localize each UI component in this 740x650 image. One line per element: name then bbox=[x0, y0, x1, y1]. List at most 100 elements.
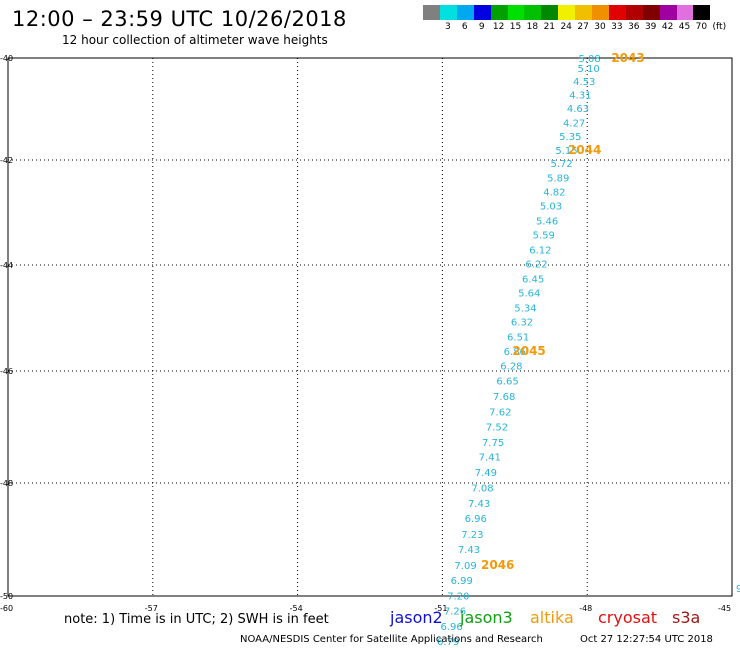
wave-height-label: 5.03 bbox=[540, 202, 562, 213]
lat-label: -44 bbox=[0, 261, 13, 270]
wave-height-label: 5.89 bbox=[547, 173, 569, 184]
wave-height-label: 5.35 bbox=[559, 132, 581, 143]
lat-label: -48 bbox=[0, 479, 13, 488]
wave-height-label: 6.99 bbox=[451, 576, 473, 587]
legend-label: 6 bbox=[461, 22, 468, 32]
wave-height-label: 6.28 bbox=[500, 362, 522, 373]
legend-label: 30 bbox=[594, 22, 606, 32]
legend-swatch bbox=[439, 5, 457, 20]
wave-height-label: 6.12 bbox=[529, 245, 551, 256]
lon-label: -48 bbox=[579, 604, 592, 613]
legend-swatch bbox=[456, 5, 474, 20]
legend-label: 9 bbox=[478, 22, 485, 32]
wave-height-label: 6.51 bbox=[507, 333, 529, 344]
wave-height-label: 7.49 bbox=[475, 468, 497, 479]
legend-label: 70 bbox=[695, 22, 708, 32]
wave-height-label: 7.43 bbox=[468, 499, 490, 510]
wave-height-label: 6.65 bbox=[496, 377, 518, 388]
wave-height-label: 6.96 bbox=[440, 622, 462, 633]
lat-label: -50 bbox=[0, 592, 13, 601]
legend-swatch bbox=[524, 5, 542, 20]
lat-label: -46 bbox=[0, 367, 13, 376]
page-title: 12:00 – 23:59 UTC 10/26/2018 bbox=[12, 7, 347, 31]
lon-label: -57 bbox=[145, 604, 158, 613]
wave-height-label: 7.43 bbox=[458, 545, 480, 556]
lon-label: -60 bbox=[0, 604, 13, 613]
wave-height-label: 7.75 bbox=[482, 438, 504, 449]
orbit-number: 2044 bbox=[568, 143, 601, 157]
wave-height-label: 5.46 bbox=[536, 216, 558, 227]
legend-label: 12 bbox=[492, 22, 505, 32]
footnote: note: 1) Time is in UTC; 2) SWH is in fe… bbox=[64, 612, 329, 627]
wave-height-label: 6.22 bbox=[525, 259, 547, 270]
orbit-number: 2046 bbox=[481, 558, 514, 572]
wave-height-label: 7.26 bbox=[444, 607, 466, 618]
lon-label: -54 bbox=[290, 604, 303, 613]
wave-height-label: 7.68 bbox=[493, 392, 515, 403]
page-subtitle: 12 hour collection of altimeter wave hei… bbox=[62, 33, 328, 47]
wave-height-label: 5.10 bbox=[578, 64, 600, 75]
legend-label: 21 bbox=[543, 22, 556, 32]
lon-label: -45 bbox=[718, 604, 731, 613]
wave-height-label: 6.79 bbox=[437, 637, 459, 648]
legend-swatch bbox=[608, 5, 626, 20]
legend-swatch bbox=[541, 5, 559, 20]
edge-value-label: 9 bbox=[736, 584, 740, 595]
satellite-cryosat: cryosat bbox=[598, 608, 658, 627]
legend-label: 15 bbox=[509, 22, 522, 32]
wave-height-label: 7.23 bbox=[461, 530, 483, 541]
legend-label: 42 bbox=[661, 22, 674, 32]
map-frame bbox=[7, 57, 733, 597]
wave-height-label: 6.96 bbox=[465, 514, 487, 525]
wave-height-label: 7.08 bbox=[471, 484, 493, 495]
wave-height-label: 6.45 bbox=[522, 274, 544, 285]
wave-height-label: 5.59 bbox=[533, 231, 555, 242]
lat-label: -42 bbox=[0, 156, 13, 165]
satellite-s3a: s3a bbox=[672, 608, 701, 627]
legend-swatch bbox=[592, 5, 609, 20]
wave-height-label: 6.86 bbox=[504, 347, 526, 358]
wave-height-label: 7.52 bbox=[486, 422, 508, 433]
legend-swatch bbox=[575, 5, 593, 20]
wave-height-label: 7.41 bbox=[479, 453, 501, 464]
legend-swatch bbox=[693, 5, 711, 20]
legend-label: 3 bbox=[445, 22, 451, 32]
wave-height-label: 5.34 bbox=[514, 303, 536, 314]
footer-timestamp: Oct 27 12:27:54 UTC 2018 bbox=[580, 634, 713, 645]
wave-height-label: 4.82 bbox=[543, 188, 565, 199]
legend-swatch bbox=[676, 5, 694, 20]
legend-label: 39 bbox=[644, 22, 657, 32]
legend-label: 33 bbox=[611, 22, 623, 32]
legend-swatch bbox=[659, 5, 677, 20]
wave-height-label: 5.08 bbox=[578, 54, 600, 65]
legend-unit: (ft) bbox=[712, 22, 727, 32]
wave-height-label: 4.31 bbox=[569, 91, 591, 102]
wave-height-label: 6.32 bbox=[511, 318, 533, 329]
wave-height-label: 7.62 bbox=[489, 407, 511, 418]
legend-swatch bbox=[473, 5, 491, 20]
satellite-jason2: jason2 bbox=[390, 608, 443, 627]
wave-height-label: 5.64 bbox=[518, 289, 540, 300]
legend-label: 24 bbox=[560, 22, 572, 32]
orbit-number: 2045 bbox=[512, 344, 545, 358]
legend-label: 18 bbox=[526, 22, 539, 32]
wave-height-label: 4.53 bbox=[573, 77, 595, 88]
legend-swatch bbox=[558, 5, 576, 20]
legend-swatch bbox=[642, 5, 660, 20]
wave-height-label: 4.27 bbox=[563, 118, 585, 129]
legend-label: 36 bbox=[628, 22, 640, 32]
wave-height-label: 7.20 bbox=[447, 591, 469, 602]
satellite-altika: altika bbox=[530, 608, 574, 627]
orbit-number: 2043 bbox=[611, 51, 644, 65]
wave-height-label: 7.09 bbox=[454, 561, 476, 572]
wave-height-label: 5.15 bbox=[555, 146, 577, 157]
legend-label: 45 bbox=[678, 22, 691, 32]
legend-swatch bbox=[490, 5, 508, 20]
legend-swatch bbox=[625, 5, 643, 20]
legend-label: 27 bbox=[577, 22, 589, 32]
lon-label: -51 bbox=[434, 604, 447, 613]
lat-label: -40 bbox=[0, 54, 13, 63]
legend-swatch bbox=[507, 5, 525, 20]
footer-credit: NOAA/NESDIS Center for Satellite Applica… bbox=[240, 634, 543, 645]
